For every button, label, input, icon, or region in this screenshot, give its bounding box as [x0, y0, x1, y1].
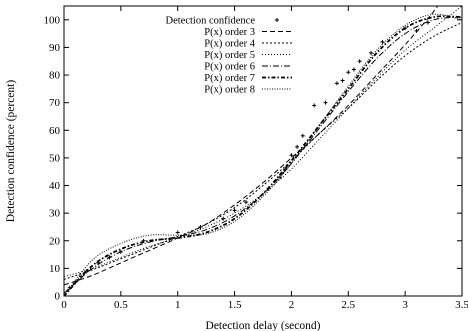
fitted-curves: [64, 6, 462, 296]
data-point: [141, 238, 146, 243]
x-tick-label: 2.5: [341, 299, 355, 311]
x-tick-label: 3.5: [455, 299, 468, 311]
data-point: [118, 249, 123, 254]
axis-ticks: 0 0.5 1 1.5 2 2.5 3 3.5 0 10 20 30 40 50 60 70 80 90 100: [44, 6, 468, 311]
data-point: [425, 20, 430, 25]
y-tick-label: 20: [49, 235, 61, 247]
curve-order-5: [64, 15, 462, 296]
data-point: [96, 260, 101, 265]
data-point: [283, 166, 288, 171]
plot-area: [63, 5, 463, 297]
curve-order-2: [64, 22, 462, 280]
y-tick-label: 50: [49, 152, 61, 164]
legend-label: P(x) order 4: [204, 39, 255, 50]
data-point: [266, 186, 271, 191]
y-tick-label: 70: [49, 97, 61, 109]
data-point: [369, 50, 374, 55]
data-point: [67, 285, 72, 290]
data-point: [312, 103, 317, 108]
x-tick-label: 0: [61, 299, 67, 311]
curve-order-4: [64, 16, 462, 294]
x-tick-label: 3: [402, 299, 408, 311]
legend-label: P(x) order 6: [204, 62, 255, 73]
x-tick-label: 1: [175, 299, 181, 311]
y-axis-label: Detection confidence (percent): [5, 80, 17, 223]
y-tick-label: 30: [49, 208, 61, 220]
curve-order-1: [64, 6, 439, 286]
data-point: [232, 208, 237, 213]
y-tick-label: 90: [49, 42, 61, 54]
data-point: [278, 175, 283, 180]
data-point: [414, 28, 419, 33]
data-point: [351, 67, 356, 72]
legend-label: P(x) order 7: [204, 73, 255, 84]
data-point: [300, 133, 305, 138]
y-tick-label: 40: [49, 180, 61, 192]
data-point: [84, 269, 89, 274]
data-point: [107, 255, 112, 260]
x-tick-label: 0.5: [114, 299, 128, 311]
data-points: [67, 20, 430, 290]
data-point: [403, 26, 408, 31]
curve-order-6: [64, 13, 462, 296]
data-point: [79, 274, 84, 279]
y-tick-label: 100: [44, 14, 61, 26]
data-point: [243, 200, 248, 205]
legend-label: P(x) order 3: [204, 27, 255, 38]
curve-order-3: [64, 6, 462, 278]
data-point: [340, 78, 345, 83]
legend-label: P(x) order 8: [204, 85, 255, 96]
y-tick-label: 0: [55, 291, 61, 303]
data-point: [346, 70, 351, 75]
data-point: [323, 100, 328, 105]
legend-label: Detection confidence: [166, 16, 256, 27]
x-tick-label: 1.5: [228, 299, 242, 311]
x-tick-label: 2: [289, 299, 295, 311]
data-point: [221, 216, 226, 221]
data-point: [380, 39, 385, 44]
data-point: [295, 144, 300, 149]
data-point: [289, 153, 294, 158]
data-point: [357, 59, 362, 64]
y-tick-label: 80: [49, 70, 61, 82]
x-axis-label: Detection delay (second): [206, 320, 321, 331]
y-tick-label: 10: [49, 263, 61, 275]
y-tick-label: 60: [49, 125, 61, 137]
data-point: [198, 224, 203, 229]
data-point: [175, 230, 180, 235]
legend-label: P(x) order 5: [204, 50, 255, 61]
data-point: [334, 81, 339, 86]
plot-border: [63, 5, 463, 297]
data-point: [73, 280, 78, 285]
